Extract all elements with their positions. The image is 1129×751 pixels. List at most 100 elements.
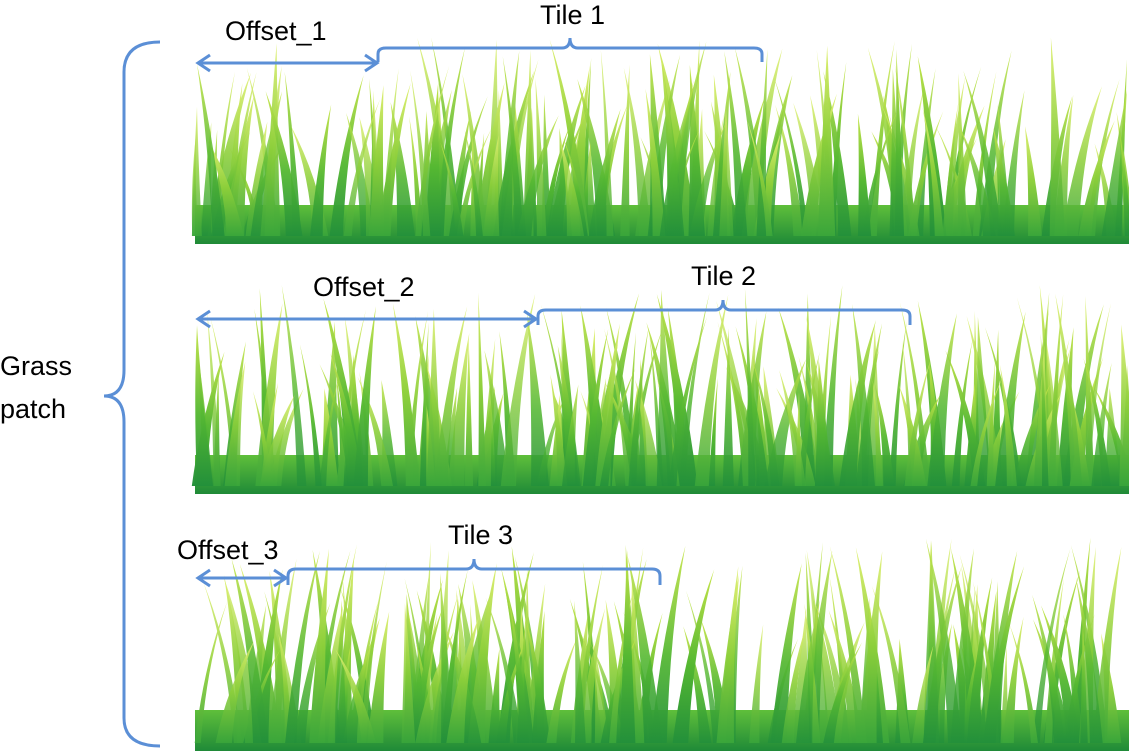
- grass-blade: [917, 56, 947, 236]
- offset-2-label: Offset_2: [313, 272, 415, 302]
- grass-blade: [593, 641, 609, 743]
- grass-blade: [656, 289, 675, 486]
- grass-blade: [343, 99, 381, 236]
- grass-blade: [950, 548, 974, 743]
- grass-blade: [335, 649, 376, 743]
- grass-blade: [1000, 364, 1017, 486]
- grass-blade: [823, 642, 862, 743]
- tile-3-brace: [286, 558, 662, 585]
- tile-1-label: Tile 1: [540, 0, 606, 30]
- grass-blade: [746, 119, 773, 236]
- tile-2-brace: [536, 299, 912, 325]
- grass-blade: [319, 377, 339, 486]
- grass-blade: [775, 104, 805, 236]
- grass-blade: [922, 107, 944, 236]
- grass-blade: [310, 104, 332, 237]
- grass-blade: [722, 328, 734, 486]
- grass-blade: [1078, 120, 1115, 236]
- grass-blade: [562, 384, 579, 486]
- grass-blade: [1061, 86, 1102, 236]
- grass-blade: [309, 548, 329, 743]
- grass-blade: [1092, 547, 1122, 743]
- grass-blade: [484, 350, 510, 486]
- grass-blade: [599, 368, 636, 486]
- grass-blade: [922, 566, 962, 743]
- grass-blade: [299, 344, 322, 486]
- grass-blade: [224, 361, 246, 486]
- grass-blade: [579, 630, 616, 743]
- grass-blade: [912, 645, 934, 743]
- grass-blade: [333, 599, 347, 743]
- grass-blade: [546, 636, 578, 743]
- grass-blade: [945, 350, 986, 486]
- grass-blade: [281, 285, 307, 486]
- grass-blade: [664, 78, 683, 237]
- grass-blade: [957, 73, 968, 236]
- grass-blade: [478, 292, 486, 486]
- grass-blade: [749, 624, 764, 743]
- grass-blade: [207, 139, 244, 236]
- grass-blade: [353, 306, 376, 486]
- grass-blade: [536, 391, 568, 486]
- grass-blade: [371, 90, 382, 236]
- grass-strip-2: [191, 285, 1129, 494]
- grass-blade: [500, 293, 536, 486]
- grass-blade: [970, 377, 1003, 486]
- grass-blade: [488, 648, 501, 743]
- grass-blade: [958, 124, 996, 236]
- grass-blade: [744, 288, 756, 486]
- grass-blade: [408, 606, 444, 743]
- grass-blade: [627, 556, 663, 743]
- grass-blade: [689, 121, 727, 236]
- grass-blade: [550, 374, 568, 486]
- grass-blade: [600, 49, 614, 236]
- grass-blade: [197, 64, 225, 236]
- grass-blade: [440, 573, 454, 743]
- grass-blade: [1075, 577, 1103, 743]
- grass-blade: [773, 76, 809, 236]
- grass-blade: [527, 313, 549, 486]
- offset-3-label: Offset_3: [177, 535, 279, 565]
- grass-blade: [330, 353, 363, 486]
- grass-blade: [419, 322, 429, 486]
- grass-blade: [191, 106, 202, 236]
- grass-blade: [560, 141, 585, 236]
- grass-blade: [381, 68, 399, 236]
- grass-blade: [449, 96, 488, 236]
- grass-blade: [817, 45, 836, 236]
- grass-blade: [645, 88, 666, 237]
- grass-blade: [983, 566, 1025, 743]
- grass-blade: [951, 340, 973, 486]
- grass-blade: [907, 111, 944, 236]
- grass-blade: [284, 71, 301, 236]
- tile-2-label: Tile 2: [691, 261, 757, 291]
- grass-blade: [499, 50, 520, 236]
- grass-blade: [194, 601, 228, 743]
- grass-blade: [963, 70, 1003, 236]
- grass-blade: [1044, 578, 1064, 743]
- grass-blade: [574, 600, 586, 743]
- tile-1-brace: [376, 37, 764, 62]
- grass-blade: [620, 64, 630, 236]
- grass-blade: [433, 306, 468, 486]
- grass-patch-label-line2: patch: [0, 394, 67, 424]
- offset-2-arrow: [195, 309, 539, 329]
- grass-blade: [357, 376, 393, 486]
- grass-blade: [1083, 358, 1111, 486]
- grass-blade: [526, 620, 551, 743]
- grass-blade: [456, 128, 492, 236]
- grass-blade: [582, 328, 609, 486]
- grass-blade: [595, 323, 620, 486]
- grass-blade: [628, 326, 649, 486]
- grass-blade: [858, 551, 883, 743]
- grass-blade: [481, 338, 496, 486]
- grass-blade: [793, 102, 827, 236]
- grass-blade: [1025, 126, 1042, 236]
- grass-blade: [260, 65, 282, 236]
- grass-blade: [1055, 293, 1083, 486]
- grass-blade: [1101, 89, 1127, 236]
- grass-blade: [894, 49, 905, 237]
- grass-blade: [588, 108, 621, 236]
- grass-patch-label-line1: Grass: [0, 351, 73, 381]
